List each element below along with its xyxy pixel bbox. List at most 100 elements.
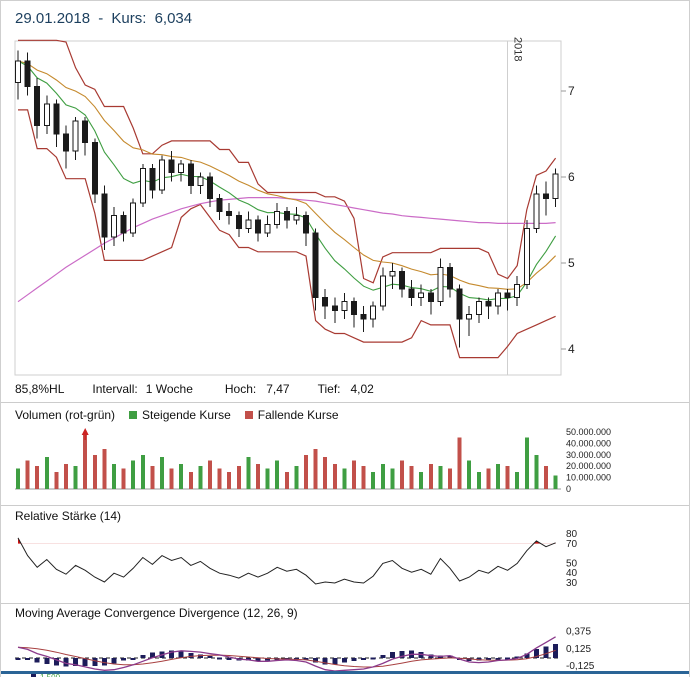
candle-body — [111, 215, 117, 238]
candle-body — [168, 159, 175, 174]
volume-bar — [188, 471, 193, 489]
macd-histogram-bar — [361, 657, 367, 660]
volume-bar — [304, 454, 308, 489]
volume-bar — [54, 471, 59, 489]
volume-bar — [217, 468, 222, 489]
candle-body — [485, 301, 492, 307]
volume-bar — [150, 466, 155, 489]
volume-y-tick-label: 40.000.000 — [566, 438, 611, 448]
interval-value: 1 Woche — [145, 382, 193, 396]
candle-body — [53, 103, 60, 135]
high-label: Hoch: — [224, 382, 257, 396]
macd-histogram-bar — [188, 652, 194, 658]
volume-bar — [92, 454, 97, 489]
candle-body — [159, 159, 165, 191]
volume-bar — [73, 466, 78, 489]
macd-histogram-bar — [351, 657, 357, 661]
price-chart-canvas: 2018 7 6 5 4 — [14, 37, 575, 376]
legend-rising: Steigende Kurse — [129, 408, 231, 422]
volume-y-tick-label: 30.000.000 — [566, 450, 611, 460]
candle-body — [312, 232, 319, 298]
macd-histogram-bar — [505, 657, 511, 660]
candle-body — [274, 210, 281, 225]
cropped-next-panel: 1.500 — [1, 674, 689, 677]
macd-chart-canvas: 0,375 0,125 -0,125 — [15, 627, 595, 671]
price-y-tick-label: 6 — [568, 170, 575, 184]
price-y-tick-label: 5 — [568, 256, 575, 270]
macd-histogram-bar — [399, 650, 405, 658]
rsi-y-tick-label: 70 — [566, 539, 578, 550]
candle-body — [322, 296, 329, 307]
macd-histogram-bar — [53, 657, 59, 666]
macd-histogram-bar — [533, 649, 539, 658]
volume-spike-arrow — [81, 428, 89, 435]
volume-bar — [486, 468, 491, 489]
macd-histogram-bar — [140, 654, 146, 658]
candle-body — [543, 193, 549, 199]
macd-histogram-bar — [370, 657, 376, 660]
candle-body — [475, 301, 482, 316]
macd-histogram-bar — [226, 657, 232, 660]
price-stats-row: 85,8%HL Intervall: 1 Woche Hoch: 7,47 Tief: 4,… — [1, 377, 689, 403]
legend-falling: Fallende Kurse — [244, 408, 339, 422]
volume-bar — [313, 449, 318, 489]
upper-band-line — [18, 39, 557, 284]
volume-bar — [275, 460, 280, 489]
candle-body — [15, 60, 21, 83]
macd-line — [17, 636, 556, 671]
macd-histogram-bar — [322, 657, 328, 665]
candle-body — [72, 120, 79, 152]
macd-histogram-bar — [130, 657, 136, 660]
candle-body — [466, 314, 473, 320]
volume-y-tick-label: 20.000.000 — [566, 461, 611, 471]
low-value: 4,02 — [350, 382, 374, 396]
volume-bar — [496, 463, 500, 489]
macd-histogram-bar — [15, 657, 21, 660]
volume-y-tick-label: 50.000.000 — [566, 427, 611, 437]
candle-body — [331, 305, 338, 311]
volume-bar — [438, 466, 443, 489]
volume-bar — [524, 437, 529, 489]
candle-body — [235, 215, 242, 230]
rising-prices-legend-label: Steigende Kurse — [142, 408, 231, 422]
candle-body — [351, 301, 357, 316]
macd-histogram-bar — [543, 646, 549, 658]
macd-histogram-bar — [553, 644, 559, 658]
macd-signal-line — [17, 646, 556, 668]
candle-body — [341, 301, 348, 311]
volume-bar — [131, 460, 136, 489]
candle-body — [408, 288, 415, 298]
rsi-overbought-fill — [18, 537, 556, 544]
rsi-y-tick-label: 80 — [566, 529, 578, 540]
falling-prices-legend-marker — [244, 411, 253, 419]
volume-bar — [342, 468, 347, 489]
volume-bar — [112, 463, 116, 489]
volume-bar — [294, 466, 299, 489]
candle-body — [120, 215, 127, 234]
candle-body — [245, 219, 252, 230]
volume-bar — [323, 457, 328, 489]
volume-bar — [544, 466, 548, 489]
macd-histogram-bar — [63, 657, 69, 667]
volume-bar — [208, 460, 212, 489]
year-label: 2018 — [512, 37, 524, 61]
volume-bar — [409, 466, 414, 489]
macd-histogram-bar — [169, 650, 175, 658]
macd-histogram-bar — [524, 653, 530, 658]
candle-body — [504, 292, 511, 298]
macd-histogram-bar — [178, 650, 184, 658]
volume-bar — [361, 466, 366, 489]
candle-body — [149, 167, 156, 191]
macd-histogram-bar — [217, 657, 223, 660]
volume-bar — [25, 460, 30, 489]
macd-histogram-bar — [101, 657, 107, 666]
macd-y-tick-label: 0,125 — [566, 644, 591, 655]
macd-histogram-bar — [293, 657, 299, 660]
candle-body — [216, 198, 223, 212]
macd-y-tick-label: 0,375 — [566, 627, 591, 638]
section-divider — [1, 598, 689, 604]
candle-body — [101, 193, 108, 238]
macd-histogram-bar — [34, 657, 40, 663]
volume-bar — [390, 468, 395, 489]
